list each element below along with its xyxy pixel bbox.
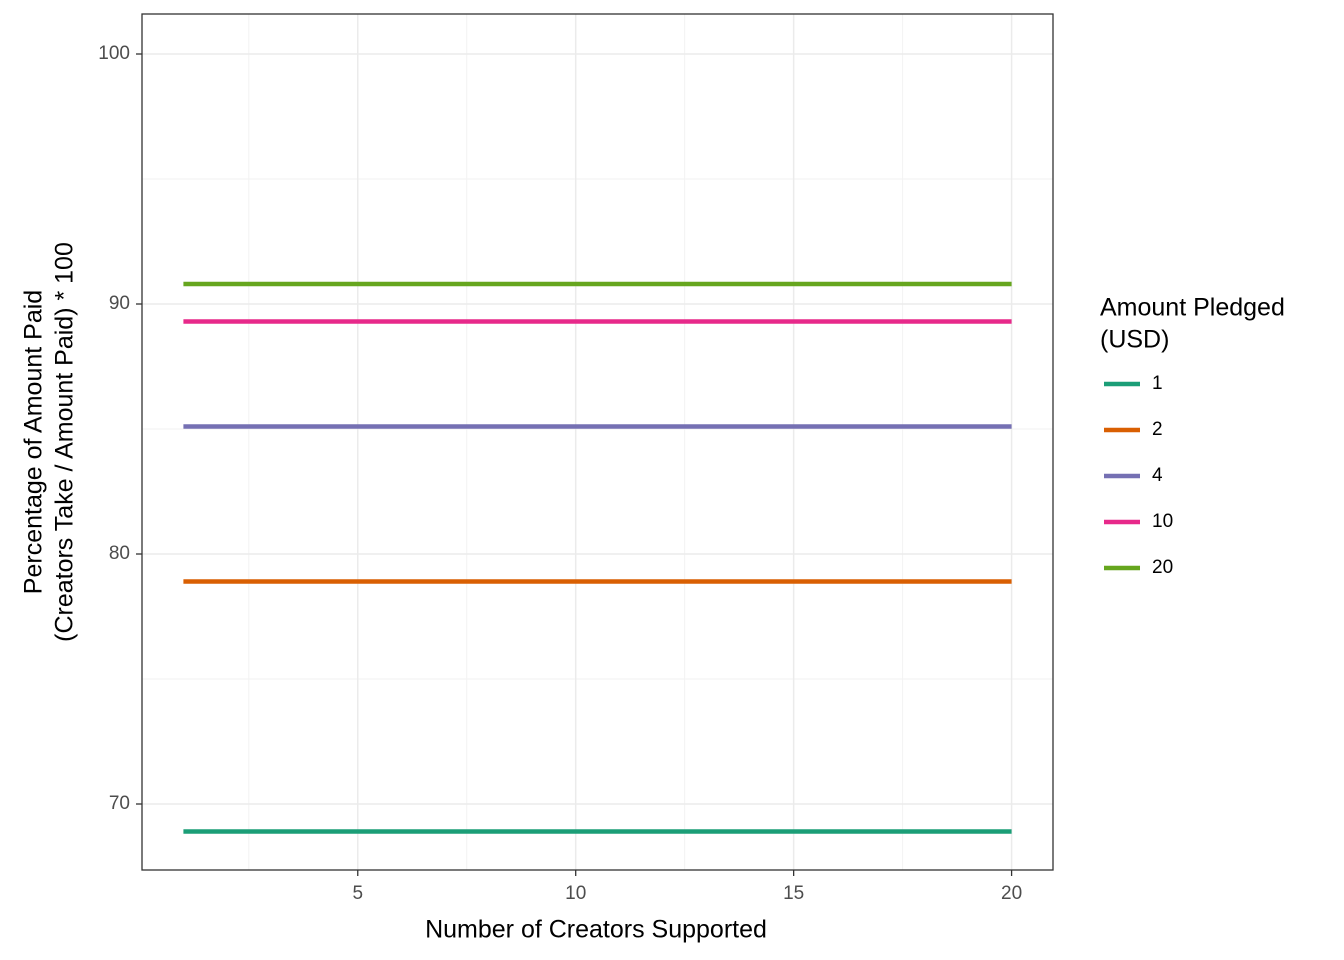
- x-tick-label: 15: [783, 883, 804, 904]
- axes: 5 10 15 20 70 80 90 100: [98, 43, 1022, 904]
- legend-label: 4: [1152, 465, 1163, 486]
- x-axis-label: Number of Creators Supported: [425, 916, 767, 944]
- y-tick-label: 80: [109, 543, 130, 564]
- y-tick-label: 90: [109, 293, 130, 314]
- panel-border: [141, 13, 1054, 871]
- y-axis-label: (Creators Take / Amount Paid) * 100: [51, 242, 79, 642]
- legend: 1 2 4 10 20: [1104, 373, 1173, 578]
- x-tick-label: 10: [565, 883, 586, 904]
- legend-label: 1: [1152, 373, 1163, 394]
- y-tick-label: 70: [109, 793, 130, 814]
- x-tick-label: 20: [1001, 883, 1022, 904]
- x-tick-label: 5: [352, 883, 363, 904]
- legend-label: 10: [1152, 511, 1173, 532]
- legend-label: 2: [1152, 419, 1163, 440]
- y-tick-label: 100: [98, 43, 130, 64]
- y-axis-label: Percentage of Amount Paid: [20, 290, 48, 594]
- plot-lines: [183, 281, 1012, 834]
- legend-title: (USD): [1100, 326, 1169, 354]
- legend-title: Amount Pledged: [1100, 294, 1285, 322]
- grid: [142, 14, 1053, 870]
- legend-label: 20: [1152, 557, 1173, 578]
